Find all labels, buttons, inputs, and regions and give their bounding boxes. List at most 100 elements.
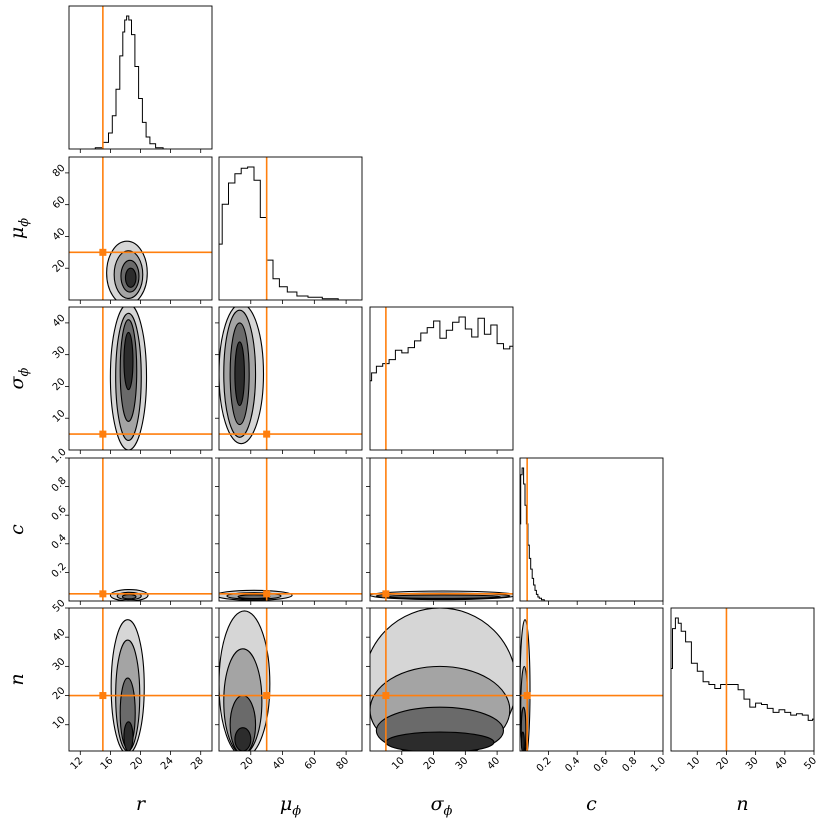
y-tick-label-mu_phi: 80 bbox=[51, 163, 68, 180]
x-axis-label-mu_phi-symbol: μ bbox=[280, 793, 292, 815]
x-tick-label-n: 40 bbox=[773, 755, 790, 772]
x-tick-label-r: 16 bbox=[99, 755, 116, 772]
panel-frame-n-mu_phi bbox=[218, 607, 363, 752]
y-tick-label-c: 0.6 bbox=[50, 504, 69, 523]
truth-point-c-sigma_phi bbox=[382, 590, 390, 598]
x-axis-label-sigma_phi-subscript: ϕ bbox=[444, 804, 453, 819]
y-tick-label-sigma_phi: 20 bbox=[51, 376, 68, 393]
y-tick-label-mu_phi: 60 bbox=[51, 195, 68, 212]
truth-point-n-c bbox=[523, 692, 531, 700]
y-tick-label-n: 50 bbox=[51, 598, 68, 615]
histogram-c bbox=[520, 467, 549, 601]
contour-n-vs-c bbox=[520, 619, 531, 751]
x-tick-label-mu_phi: 20 bbox=[239, 755, 256, 772]
contour-sigma_phi-vs-mu_phi bbox=[219, 307, 265, 445]
y-axis-label-mu_phi: μϕ bbox=[6, 218, 32, 239]
y-tick-label-mu_phi: 40 bbox=[51, 226, 68, 243]
y-tick-label-n: 10 bbox=[51, 715, 68, 732]
y-axis-label-c-symbol: c bbox=[6, 524, 28, 535]
contour-level-4 bbox=[234, 341, 245, 407]
x-axis-label-n-symbol: n bbox=[736, 793, 748, 815]
y-axis-label-n-symbol: n bbox=[6, 673, 28, 685]
contour-level-4 bbox=[124, 267, 137, 288]
panel-frame-c-mu_phi bbox=[218, 457, 363, 602]
y-axis-label-mu_phi-subscript: ϕ bbox=[17, 218, 32, 227]
histogram-sigma_phi bbox=[370, 316, 513, 382]
y-tick-label-mu_phi: 20 bbox=[51, 258, 68, 275]
frame-layer bbox=[68, 5, 815, 752]
x-tick-label-c: 0.2 bbox=[535, 755, 554, 774]
x-tick-label-r: 12 bbox=[69, 755, 86, 772]
panel-frame-n-sigma_phi bbox=[369, 607, 514, 752]
panel-frame-mu_phi-mu_phi bbox=[218, 156, 363, 301]
y-tick-label-n: 20 bbox=[51, 685, 68, 702]
y-tick-label-sigma_phi: 40 bbox=[51, 313, 68, 330]
y-tick-label-c: 0.4 bbox=[50, 533, 69, 552]
y-tick-label-c: 0.2 bbox=[50, 561, 69, 580]
panel-frame-n-c bbox=[519, 607, 664, 752]
x-tick-label-r: 24 bbox=[159, 755, 176, 772]
panel-frame-sigma_phi-mu_phi bbox=[218, 306, 363, 451]
x-tick-label-sigma_phi: 20 bbox=[422, 755, 439, 772]
contour-c-vs-sigma_phi bbox=[370, 590, 513, 601]
histogram-n bbox=[671, 617, 814, 721]
truth-point-sigma_phi-mu_phi bbox=[263, 430, 271, 438]
y-axis-label-sigma_phi-subscript: ϕ bbox=[17, 367, 32, 376]
x-tick-label-mu_phi: 60 bbox=[303, 755, 320, 772]
truth-layer bbox=[69, 6, 728, 751]
truth-point-n-mu_phi bbox=[263, 692, 271, 700]
panel-frame-sigma_phi-sigma_phi bbox=[369, 306, 514, 451]
x-tick-label-c: 0.8 bbox=[620, 755, 639, 774]
histogram-layer bbox=[91, 15, 814, 721]
x-tick-label-c: 0.6 bbox=[592, 755, 611, 774]
y-tick-label-sigma_phi: 30 bbox=[51, 345, 68, 362]
truth-point-c-r bbox=[99, 590, 107, 598]
x-axis-label-sigma_phi-symbol: σ bbox=[431, 793, 445, 815]
contour-n-vs-r bbox=[110, 619, 145, 751]
y-tick-label-c: 0.8 bbox=[50, 475, 69, 494]
x-axis-label-mu_phi-subscript: ϕ bbox=[292, 804, 301, 819]
x-tick-label-n: 20 bbox=[715, 755, 732, 772]
x-axis-label-sigma_phi: σϕ bbox=[431, 793, 453, 819]
x-tick-label-n: 50 bbox=[802, 755, 819, 772]
x-tick-label-sigma_phi: 10 bbox=[390, 755, 407, 772]
y-tick-label-n: 40 bbox=[51, 627, 68, 644]
x-tick-label-sigma_phi: 40 bbox=[485, 755, 502, 772]
histogram-r bbox=[91, 15, 167, 149]
truth-point-n-sigma_phi bbox=[382, 692, 390, 700]
y-axis-label-n: n bbox=[6, 673, 28, 685]
y-tick-label-c: 1.0 bbox=[50, 447, 69, 466]
contour-c-vs-r bbox=[109, 589, 149, 601]
contour-level-3 bbox=[121, 594, 137, 600]
y-axis-label-mu_phi-symbol: μ bbox=[6, 227, 28, 239]
x-tick-label-mu_phi: 40 bbox=[271, 755, 288, 772]
x-tick-label-n: 10 bbox=[686, 755, 703, 772]
y-tick-label-n: 30 bbox=[51, 656, 68, 673]
contour-level-4 bbox=[234, 727, 252, 751]
contour-level-4 bbox=[385, 731, 495, 751]
panel-frame-c-r bbox=[68, 457, 213, 602]
x-tick-label-r: 28 bbox=[189, 755, 206, 772]
x-axis-label-r: r bbox=[136, 793, 147, 815]
histogram-mu_phi bbox=[219, 166, 359, 300]
truth-point-mu_phi-r bbox=[99, 248, 107, 256]
x-tick-label-r: 20 bbox=[129, 755, 146, 772]
truth-point-sigma_phi-r bbox=[99, 430, 107, 438]
x-axis-label-r-symbol: r bbox=[136, 793, 147, 815]
contour-level-3 bbox=[385, 594, 501, 599]
panel-frame-n-n bbox=[670, 607, 815, 752]
y-axis-label-c: c bbox=[6, 524, 28, 535]
contour-level-4 bbox=[123, 721, 134, 751]
panel-frame-c-c bbox=[519, 457, 664, 602]
x-axis-label-n: n bbox=[736, 793, 748, 815]
y-tick-label-sigma_phi: 10 bbox=[51, 408, 68, 425]
truth-point-n-r bbox=[99, 692, 107, 700]
x-tick-label-c: 1.0 bbox=[649, 755, 668, 774]
x-tick-label-mu_phi: 80 bbox=[334, 755, 351, 772]
contour-level-4 bbox=[123, 331, 134, 391]
contour-sigma_phi-vs-r bbox=[109, 307, 148, 450]
panel-frame-c-sigma_phi bbox=[369, 457, 514, 602]
contour-n-vs-mu_phi bbox=[219, 610, 271, 751]
contour-c-vs-mu_phi bbox=[219, 589, 293, 601]
